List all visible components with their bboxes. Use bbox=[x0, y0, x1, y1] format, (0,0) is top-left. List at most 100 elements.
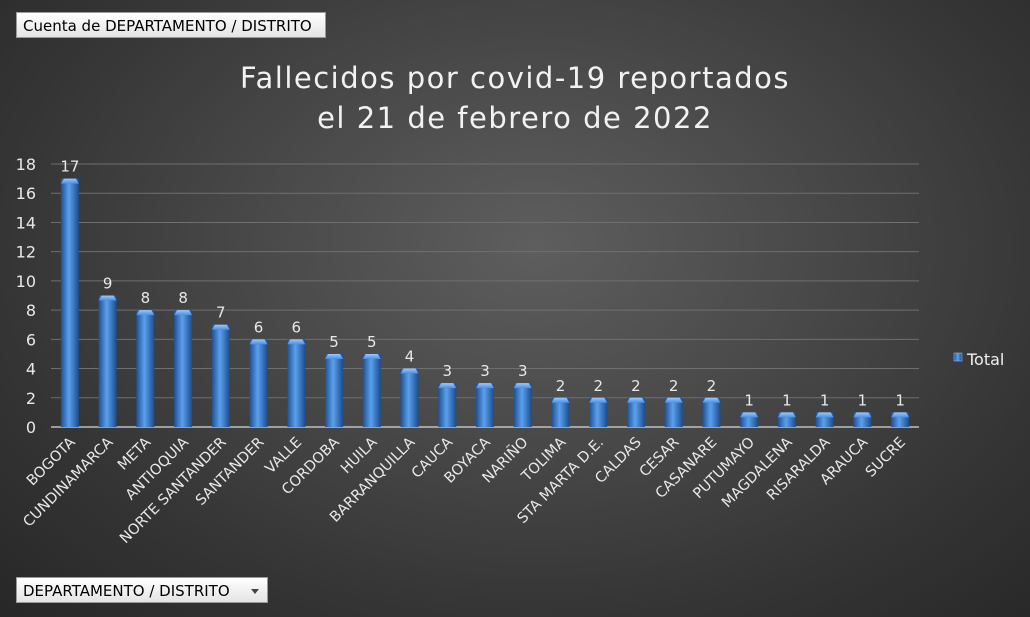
data-label: 2 bbox=[707, 377, 717, 395]
data-label: 6 bbox=[292, 318, 302, 336]
bar-cap bbox=[664, 397, 683, 403]
data-label: 6 bbox=[254, 318, 264, 336]
bar bbox=[664, 397, 683, 427]
bar bbox=[815, 412, 834, 427]
y-tick-label: 12 bbox=[16, 243, 36, 262]
data-label: 8 bbox=[178, 289, 188, 307]
data-label: 3 bbox=[518, 362, 528, 380]
y-tick-label: 14 bbox=[16, 213, 36, 232]
data-labels: 17 9 8 8 7 6 6 5 5 4 3 3 3 2 2 2 2 2 1 1 1 1 1 bbox=[60, 158, 905, 410]
values-field-button[interactable]: Cuenta de DEPARTAMENTO / DISTRITO bbox=[16, 12, 326, 38]
bar-body bbox=[60, 178, 79, 427]
data-label: 5 bbox=[367, 333, 377, 351]
bar-cap bbox=[287, 339, 306, 345]
data-label: 2 bbox=[593, 377, 603, 395]
data-label: 3 bbox=[480, 362, 490, 380]
data-label: 1 bbox=[820, 391, 830, 409]
bar bbox=[60, 178, 79, 427]
bar-body bbox=[626, 397, 645, 427]
data-label: 17 bbox=[60, 158, 79, 176]
bar-cap bbox=[740, 412, 759, 418]
bar-body bbox=[362, 353, 381, 427]
bar-cap bbox=[626, 397, 645, 403]
bars bbox=[60, 178, 910, 427]
data-label: 2 bbox=[631, 377, 641, 395]
axis-field-label: DEPARTAMENTO / DISTRITO bbox=[23, 582, 230, 600]
bar-body bbox=[174, 310, 193, 427]
bar bbox=[98, 295, 117, 427]
y-tick-label: 10 bbox=[16, 272, 36, 291]
y-tick-label: 16 bbox=[16, 184, 36, 203]
bar-cap bbox=[174, 310, 193, 316]
bar-body bbox=[325, 353, 344, 427]
data-label: 8 bbox=[141, 289, 151, 307]
bar-cap bbox=[98, 295, 117, 301]
bar bbox=[476, 383, 494, 427]
bar bbox=[438, 383, 457, 427]
y-tick-label: 18 bbox=[16, 155, 36, 174]
y-tick-label: 6 bbox=[26, 330, 36, 349]
bar bbox=[740, 412, 759, 427]
y-axis: 0 2 4 6 8 10 12 14 16 18 bbox=[16, 155, 36, 437]
bar-body bbox=[287, 339, 306, 427]
bar bbox=[400, 368, 419, 427]
axis-field-dropdown[interactable]: DEPARTAMENTO / DISTRITO bbox=[16, 577, 268, 603]
chevron-down-icon[interactable] bbox=[251, 589, 259, 594]
gridlines bbox=[51, 163, 919, 428]
bar bbox=[853, 412, 872, 427]
bar-cap bbox=[815, 412, 834, 418]
data-label: 2 bbox=[556, 377, 566, 395]
bar bbox=[589, 397, 608, 427]
bar-cap bbox=[362, 353, 381, 359]
bar-cap bbox=[249, 339, 268, 345]
bar-body bbox=[702, 397, 721, 427]
bar-cap bbox=[211, 324, 230, 330]
bar-cap bbox=[702, 397, 721, 403]
bar bbox=[551, 397, 570, 427]
data-label: 4 bbox=[405, 348, 415, 366]
data-label: 1 bbox=[858, 391, 868, 409]
bar-body bbox=[249, 339, 268, 427]
bar-cap bbox=[589, 397, 608, 403]
x-tick-label: SANTANDER bbox=[193, 435, 267, 509]
bar bbox=[211, 324, 230, 427]
bar-cap bbox=[476, 383, 494, 389]
bar-body bbox=[551, 397, 570, 427]
bar bbox=[626, 397, 645, 427]
y-tick-label: 4 bbox=[26, 360, 36, 379]
bar-body bbox=[438, 383, 457, 427]
bar-body bbox=[400, 368, 419, 427]
data-label: 5 bbox=[329, 333, 339, 351]
bar bbox=[249, 339, 268, 427]
bar bbox=[777, 412, 796, 427]
bar-cap bbox=[136, 310, 155, 316]
bar-cap bbox=[891, 412, 910, 418]
y-tick-label: 0 bbox=[26, 418, 36, 437]
y-tick-label: 8 bbox=[26, 301, 36, 320]
bar-cap bbox=[551, 397, 570, 403]
bar-cap bbox=[853, 412, 872, 418]
bar bbox=[287, 339, 306, 427]
bar-body bbox=[664, 397, 683, 427]
bar bbox=[891, 412, 910, 427]
bar-body bbox=[136, 310, 155, 427]
bar bbox=[136, 310, 155, 427]
data-label: 3 bbox=[442, 362, 452, 380]
data-label: 1 bbox=[895, 391, 905, 409]
y-tick-label: 2 bbox=[26, 389, 36, 408]
bar-cap bbox=[438, 383, 457, 389]
legend-label-total: Total bbox=[966, 350, 1004, 369]
data-label: 1 bbox=[782, 391, 792, 409]
bar-body bbox=[211, 324, 230, 427]
bar bbox=[362, 353, 381, 427]
data-label: 7 bbox=[216, 304, 226, 322]
data-label: 2 bbox=[669, 377, 679, 395]
chart-title-line-2: el 21 de febrero de 2022 bbox=[317, 101, 713, 135]
bar-body bbox=[589, 397, 608, 427]
bar bbox=[702, 397, 721, 427]
bar-body bbox=[98, 295, 117, 427]
bar bbox=[325, 353, 344, 427]
legend: Total bbox=[953, 350, 1004, 369]
